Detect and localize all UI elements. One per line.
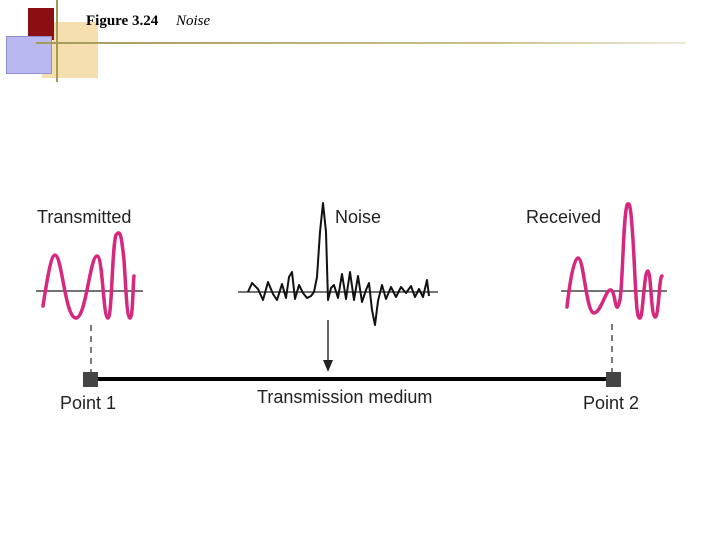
- point2-label: Point 2: [583, 393, 639, 413]
- noise-signal: [247, 202, 430, 326]
- figure-number: Figure 3.24: [86, 13, 159, 29]
- slide-header: Figure 3.24 Noise: [86, 13, 210, 33]
- decor-vertical-line: [56, 0, 58, 82]
- received-signal: [565, 202, 664, 320]
- noise-label: Noise: [335, 207, 381, 227]
- noise-arrowhead: [323, 360, 333, 372]
- transmission-medium-label: Transmission medium: [257, 387, 432, 407]
- received-label: Received: [526, 207, 601, 227]
- point1-label: Point 1: [60, 393, 116, 413]
- transmitted-label: Transmitted: [37, 207, 131, 227]
- figure-title: Noise: [175, 13, 211, 29]
- decor-red-square: [28, 8, 54, 40]
- point1-node: [83, 372, 98, 387]
- decor-horizontal-line: [36, 42, 686, 44]
- point2-node: [606, 372, 621, 387]
- transmitted-signal: [41, 231, 136, 320]
